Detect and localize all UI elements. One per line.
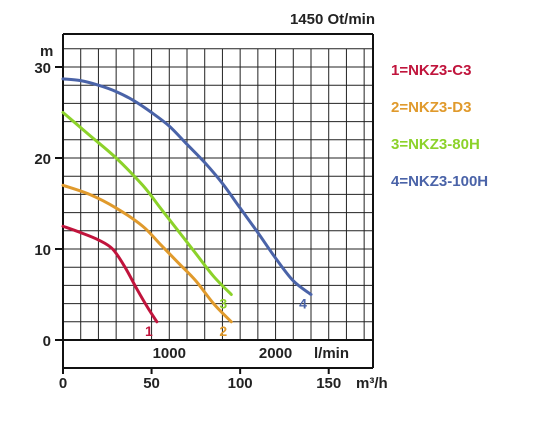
legend-entry-3: 3=NKZ3-80H <box>391 136 480 153</box>
y-tick-label: 0 <box>43 333 51 350</box>
legend: 1=NKZ3-C3 2=NKZ3-D3 3=NKZ3-80H 4=NKZ3-100H <box>391 62 488 190</box>
x2-axis-unit: l/min <box>314 345 349 362</box>
chart-axes <box>62 33 374 369</box>
x-tick-label: 50 <box>143 375 160 392</box>
series-line-2 <box>61 183 233 324</box>
series-end-label-1: 1 <box>145 323 153 339</box>
series-end-label-4: 4 <box>299 296 307 312</box>
series-end-label-2: 2 <box>219 323 227 339</box>
y-axis-unit: m <box>40 43 53 60</box>
series-line-4 <box>61 77 313 296</box>
series-line-3 <box>61 111 233 296</box>
series-lines: 1 2 3 4 <box>61 77 313 339</box>
y-tick-label: 20 <box>34 151 51 168</box>
legend-entry-1: 1=NKZ3-C3 <box>391 62 471 79</box>
legend-entry-2: 2=NKZ3-D3 <box>391 99 471 116</box>
y-tick-label: 30 <box>34 60 51 77</box>
speed-label: 1450 Ot/min <box>290 11 375 28</box>
x-axis-unit: m³/h <box>356 375 388 392</box>
tick-labels: 0 10 20 30 0 50 100 150 1000 2000 <box>34 60 341 392</box>
series-end-label-3: 3 <box>219 296 227 312</box>
legend-entry-4: 4=NKZ3-100H <box>391 173 488 190</box>
x2-tick-label: 2000 <box>259 345 292 362</box>
chart-grid <box>62 48 373 341</box>
x-tick-label: 100 <box>228 375 253 392</box>
x2-tick-label: 1000 <box>153 345 186 362</box>
x-tick-label: 0 <box>59 375 67 392</box>
y-tick-label: 10 <box>34 242 51 259</box>
x-tick-label: 150 <box>316 375 341 392</box>
series-line-1 <box>61 224 159 324</box>
